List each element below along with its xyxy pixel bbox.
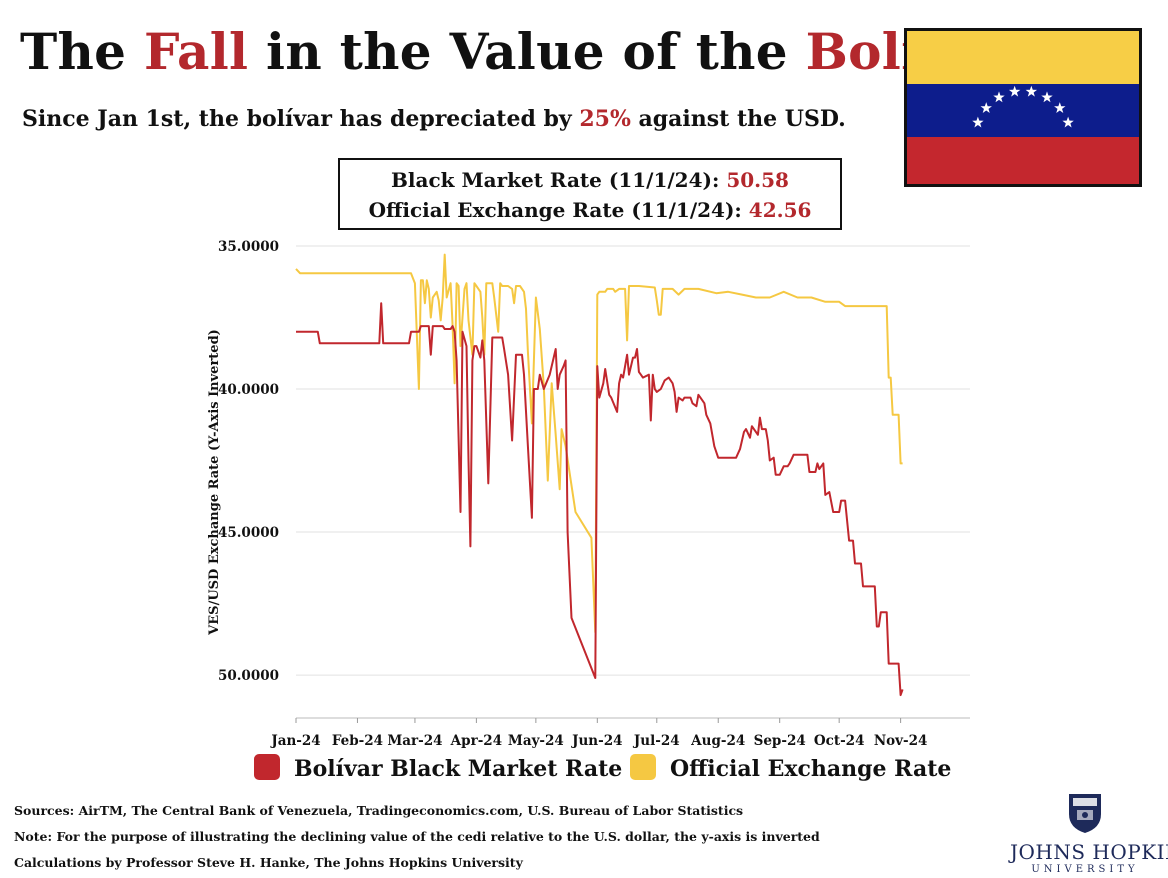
flag-star-icon [1008,85,1021,97]
official-rate-line: Official Exchange Rate (11/1/24): 42.56 [368,198,812,222]
flag-star-icon [1054,102,1066,113]
exchange-rate-chart: 35.0000 40.0000 45.0000 50.0000 Jan-24 Feb-24… [207,239,970,749]
legend-black-market: Bolívar Black Market Rate [254,754,622,782]
sources-note: Sources: AirTM, The Central Bank of Vene… [14,803,744,818]
black-market-rate-value: 50.58 [726,168,789,192]
flag-star-icon [980,102,992,113]
x-tick-label: Oct-24 [814,733,865,749]
x-tick-label: Apr-24 [450,733,502,749]
black-market-rate-line: Black Market Rate (11/1/24): 50.58 [391,168,789,192]
legend-swatch-red [254,754,280,780]
x-tick-label: Nov-24 [874,733,928,749]
legend-swatch-yellow [630,754,656,780]
flag-star-icon [993,91,1005,103]
x-tick-label: Sep-24 [754,733,806,749]
flag-star-icon [1041,91,1053,103]
flag-star-icon [1062,116,1074,128]
venezuela-flag-icon [904,28,1142,187]
calculations-note: Calculations by Professor Steve H. Hanke… [14,855,523,870]
x-tick-label: Feb-24 [332,733,383,749]
x-tick-label: Jun-24 [571,733,622,749]
y-tick-label: 45.0000 [218,525,279,541]
x-tick-label: Jul-24 [633,733,680,749]
official-rate-value: 42.56 [748,198,812,222]
flag-star-icon [972,116,984,128]
jhu-name: JOHNS HOPKINS [1010,840,1168,864]
y-tick-label: 40.0000 [218,382,279,398]
series-line-official [295,253,903,634]
x-tick-label: May-24 [508,733,564,749]
y-tick-label: 50.0000 [218,668,279,684]
inverted-axis-note: Note: For the purpose of illustrating th… [14,829,820,844]
x-tick-label: Jan-24 [270,733,320,749]
x-tick-label: Aug-24 [690,733,745,749]
jhu-university: UNIVERSITY [1031,864,1139,875]
flag-star-icon [1025,85,1038,97]
rate-box: Black Market Rate (11/1/24): 50.58 Offic… [338,158,842,230]
jhu-logo: JOHNS HOPKINS UNIVERSITY [1010,792,1168,875]
depreciation-percent: 25% [579,106,631,132]
subtitle: Since Jan 1st, the bolívar has depreciat… [22,106,846,132]
title-highlight-fall: Fall [143,22,249,81]
series-line-black-market [296,302,904,697]
shield-icon [1069,794,1101,833]
x-tick-label: Mar-24 [387,733,442,749]
page-title: The Fall in the Value of the Bolívar [20,22,1009,81]
y-axis-label: VES/USD Exchange Rate (Y-Axis Inverted) [207,329,222,636]
y-tick-label: 35.0000 [218,239,279,255]
legend-official: Official Exchange Rate [630,754,951,782]
